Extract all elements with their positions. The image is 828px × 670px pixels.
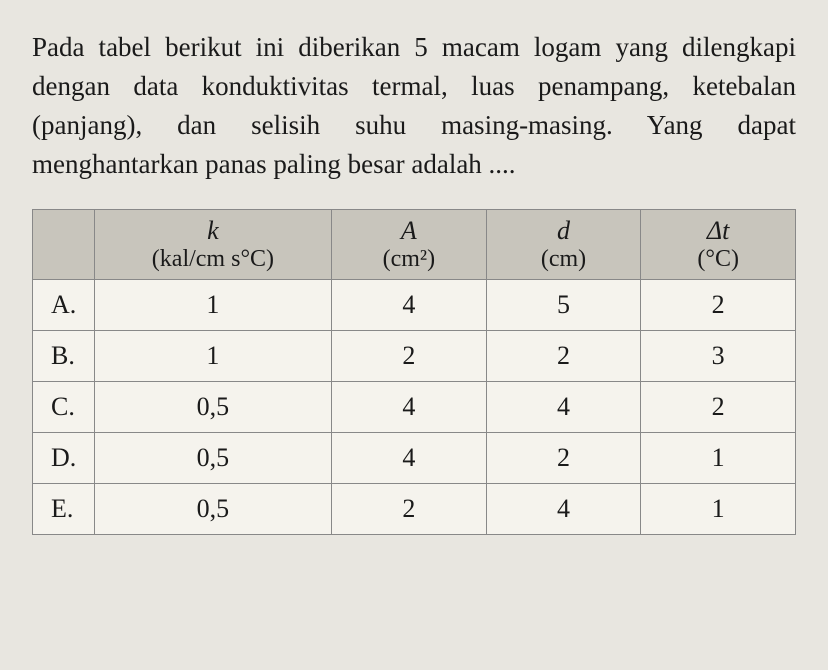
table-row: C. 0,5 4 4 2: [33, 381, 796, 432]
row-label-d: D.: [33, 432, 95, 483]
header-d-var: d: [491, 216, 637, 246]
header-k-unit: (kal/cm s°C): [99, 246, 327, 273]
cell-d-A: 4: [332, 432, 487, 483]
cell-b-A: 2: [332, 330, 487, 381]
cell-d-d: 2: [486, 432, 641, 483]
table-body: A. 1 4 5 2 B. 1 2 2 3 C. 0,5 4 4 2 D.: [33, 279, 796, 534]
header-dt-unit: (°C): [645, 246, 791, 273]
table-row: A. 1 4 5 2: [33, 279, 796, 330]
data-table: k (kal/cm s°C) A (cm²) d (cm) Δt (°C): [32, 209, 796, 535]
row-label-e: E.: [33, 483, 95, 534]
cell-e-dt: 1: [641, 483, 796, 534]
header-d: d (cm): [486, 209, 641, 279]
row-label-a: A.: [33, 279, 95, 330]
cell-b-k: 1: [94, 330, 331, 381]
header-dt: Δt (°C): [641, 209, 796, 279]
cell-a-A: 4: [332, 279, 487, 330]
table-row: D. 0,5 4 2 1: [33, 432, 796, 483]
cell-c-k: 0,5: [94, 381, 331, 432]
cell-c-d: 4: [486, 381, 641, 432]
cell-a-dt: 2: [641, 279, 796, 330]
cell-c-dt: 2: [641, 381, 796, 432]
table-row: E. 0,5 2 4 1: [33, 483, 796, 534]
data-table-container: k (kal/cm s°C) A (cm²) d (cm) Δt (°C): [32, 209, 796, 535]
header-blank: [33, 209, 95, 279]
cell-c-A: 4: [332, 381, 487, 432]
header-dt-var: Δt: [645, 216, 791, 246]
row-label-b: B.: [33, 330, 95, 381]
header-k-var: k: [99, 216, 327, 246]
cell-d-k: 0,5: [94, 432, 331, 483]
header-k: k (kal/cm s°C): [94, 209, 331, 279]
header-d-unit: (cm): [491, 246, 637, 273]
table-row: B. 1 2 2 3: [33, 330, 796, 381]
cell-b-dt: 3: [641, 330, 796, 381]
cell-e-k: 0,5: [94, 483, 331, 534]
header-a-unit: (cm²): [336, 246, 482, 273]
header-a: A (cm²): [332, 209, 487, 279]
cell-b-d: 2: [486, 330, 641, 381]
header-a-var: A: [336, 216, 482, 246]
row-label-c: C.: [33, 381, 95, 432]
question-text: Pada tabel berikut ini diberikan 5 macam…: [32, 28, 796, 185]
cell-d-dt: 1: [641, 432, 796, 483]
cell-e-A: 2: [332, 483, 487, 534]
cell-a-k: 1: [94, 279, 331, 330]
cell-a-d: 5: [486, 279, 641, 330]
cell-e-d: 4: [486, 483, 641, 534]
table-header-row: k (kal/cm s°C) A (cm²) d (cm) Δt (°C): [33, 209, 796, 279]
